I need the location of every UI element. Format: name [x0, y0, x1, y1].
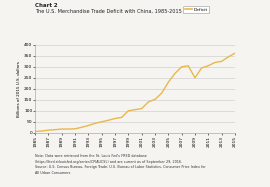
- Text: The U.S. Merchandise Trade Deficit with China, 1985-2015: The U.S. Merchandise Trade Deficit with …: [35, 8, 182, 13]
- Text: Note: Data were retrieved from the St. Louis Fed's FRED database
(https://fred.s: Note: Data were retrieved from the St. L…: [35, 154, 206, 175]
- Text: Chart 2: Chart 2: [35, 3, 58, 8]
- Legend: Deficit: Deficit: [183, 6, 210, 13]
- Y-axis label: Billions of 2015 U.S. dollars: Billions of 2015 U.S. dollars: [17, 61, 21, 117]
